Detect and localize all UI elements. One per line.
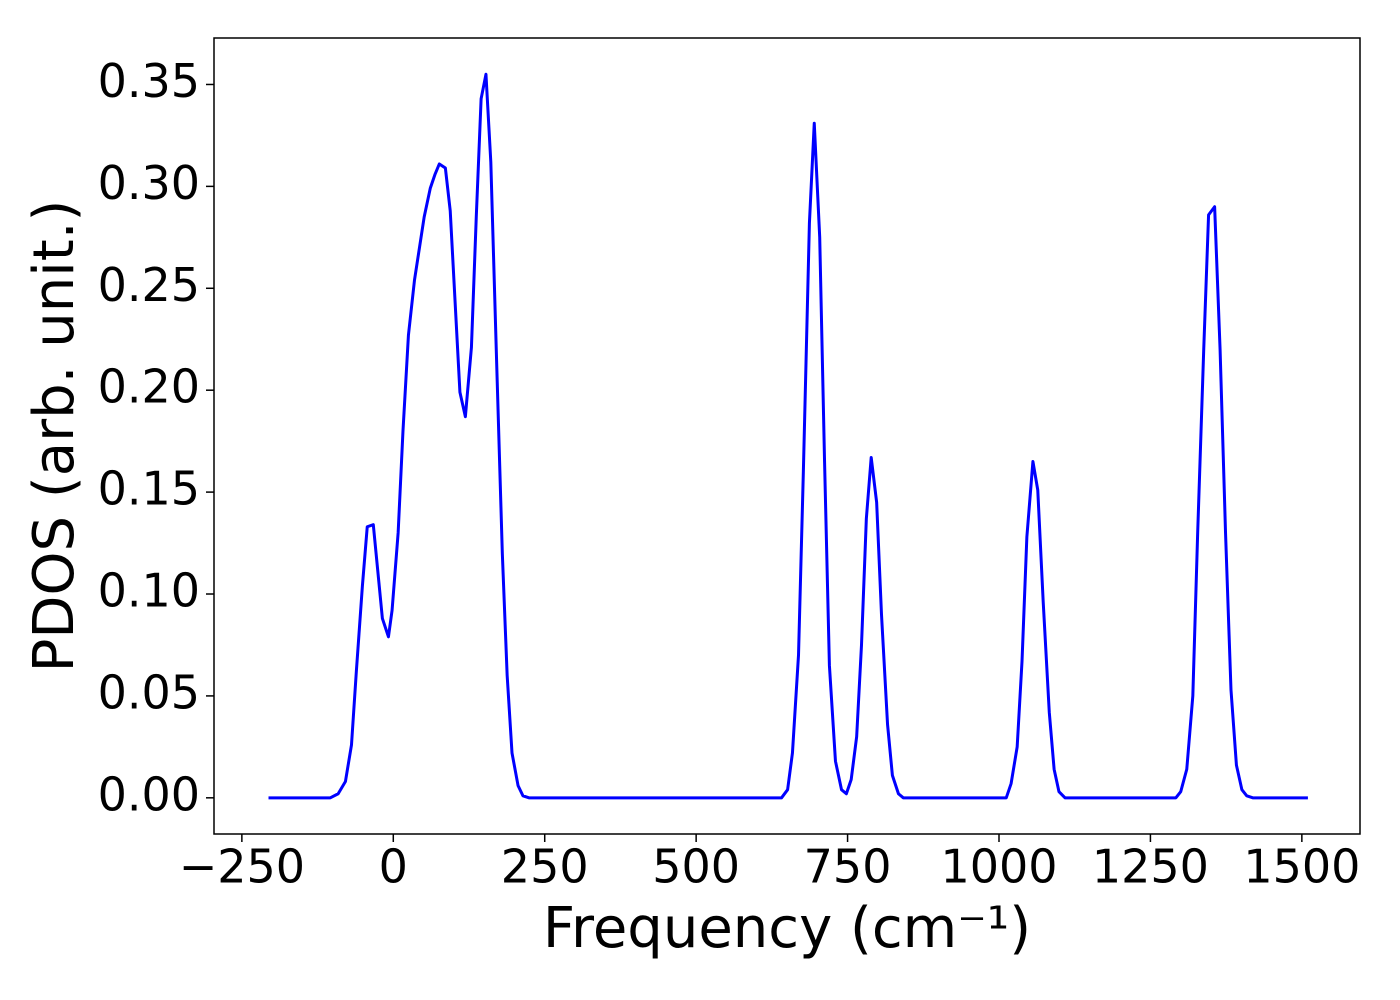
y-tick-label: 0.05 <box>98 665 200 719</box>
y-tick-label: 0.00 <box>98 767 200 821</box>
y-tick-label: 0.25 <box>98 258 200 312</box>
x-tick-label: 1000 <box>940 840 1057 894</box>
x-axis-label: Frequency (cm⁻¹) <box>543 896 1031 961</box>
x-tick-label: 750 <box>804 840 892 894</box>
x-tick-label: 500 <box>652 840 740 894</box>
x-tick-label: 1500 <box>1243 840 1360 894</box>
data-line <box>268 72 1308 800</box>
y-tick-label: 0.35 <box>98 54 200 108</box>
y-tick-label: 0.15 <box>98 462 200 516</box>
y-tick-label: 0.20 <box>98 360 200 414</box>
x-tick-label: 250 <box>501 840 589 894</box>
y-tick-label: 0.10 <box>98 564 200 618</box>
y-axis-label: PDOS (arb. unit.) <box>22 200 87 673</box>
x-tick-label: 0 <box>379 840 408 894</box>
x-tick-label: 1250 <box>1092 840 1209 894</box>
plot-frame <box>213 37 1361 835</box>
y-tick-label: 0.30 <box>98 156 200 210</box>
x-tick-label: −250 <box>179 840 305 894</box>
